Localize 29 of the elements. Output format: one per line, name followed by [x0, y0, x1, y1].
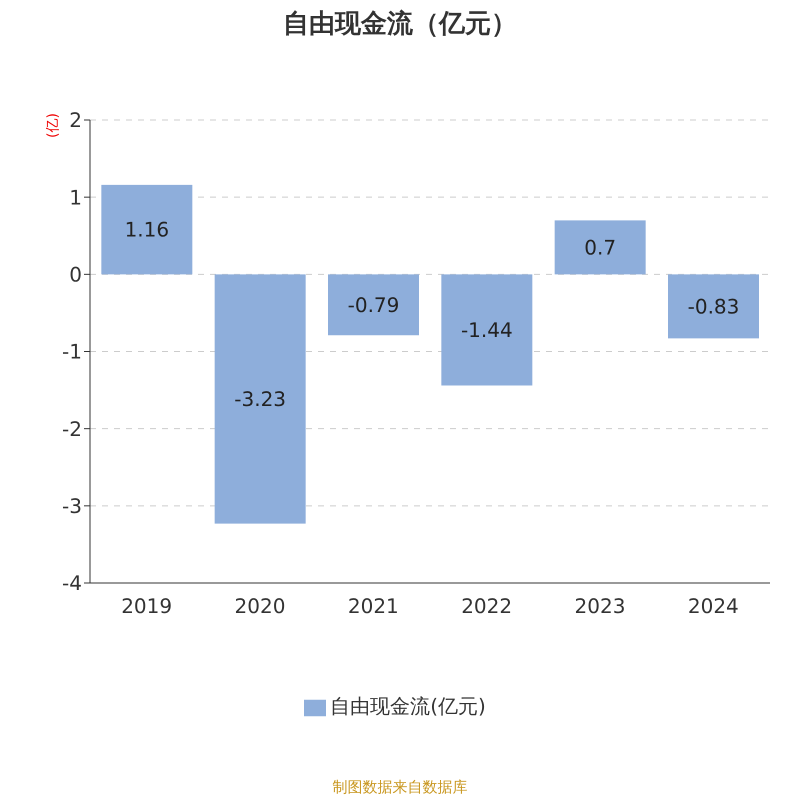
x-tick-label: 2024 — [688, 594, 739, 618]
x-tick-label: 2023 — [574, 594, 626, 618]
data-label: -3.23 — [234, 387, 286, 412]
y-tick-label: 1 — [69, 185, 82, 210]
data-label: -1.44 — [460, 318, 513, 342]
y-tick-label: 0 — [69, 262, 82, 286]
bar — [328, 274, 419, 336]
data-label: -0.83 — [688, 294, 740, 318]
bar — [554, 220, 646, 274]
x-tick-label: 2019 — [121, 594, 172, 618]
chart-title: 自由现金流（亿元） — [282, 8, 518, 41]
x-tick-label: 2020 — [234, 594, 286, 618]
y-axis-title: (亿) — [44, 113, 62, 138]
x-tick-label: 2021 — [348, 594, 399, 618]
legend-label: 自由现金流(亿元) — [330, 694, 486, 718]
y-tick-label: 2 — [69, 108, 82, 132]
x-tick-label: 2022 — [461, 594, 512, 618]
bar — [668, 274, 759, 338]
text: 制图数据来自数据库 — [332, 778, 468, 797]
data-label: 1.16 — [124, 218, 170, 242]
y-tick-label: -3 — [62, 494, 82, 518]
bar — [214, 274, 306, 524]
bar — [101, 184, 192, 274]
y-tick-label: -1 — [62, 340, 82, 364]
y-tick-label: -2 — [62, 416, 82, 441]
data-label: -0.79 — [348, 292, 400, 317]
data-label: 0.7 — [584, 235, 616, 260]
y-tick-label: -4 — [62, 571, 82, 596]
bar — [441, 274, 532, 386]
